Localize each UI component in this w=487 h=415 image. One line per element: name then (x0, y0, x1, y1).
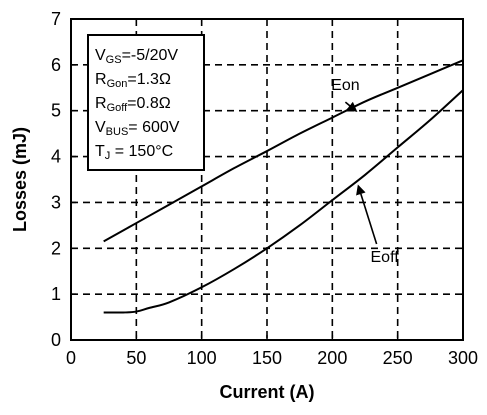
annotation-label-eon: Eon (331, 77, 359, 94)
parameter-symbol: V (95, 119, 106, 136)
y-tick-label: 1 (51, 284, 61, 304)
parameter-symbol: V (95, 47, 106, 64)
x-tick-label: 0 (66, 348, 76, 368)
parameter-line: TJ = 150°C (95, 143, 173, 162)
y-tick-label: 7 (51, 9, 61, 29)
y-tick-label: 6 (51, 55, 61, 75)
parameter-line: VGS=-5/20V (95, 47, 178, 66)
annotation-arrow-eoff (356, 184, 378, 245)
parameter-value: =-5/20V (122, 47, 179, 64)
x-tick-label: 200 (317, 348, 347, 368)
x-tick-label: 150 (252, 348, 282, 368)
annotations: Eon Eoff (331, 77, 399, 266)
parameter-symbol: T (95, 143, 105, 160)
series-layer (103, 59, 464, 314)
parameter-subscript: Gon (107, 78, 128, 90)
y-tick-label: 2 (51, 238, 61, 258)
parameter-line: VBUS= 600V (95, 119, 180, 138)
y-tick-label: 5 (51, 101, 61, 121)
y-axis-label: Losses (mJ) (10, 127, 30, 232)
x-tick-label: 300 (448, 348, 478, 368)
parameter-value: =0.8Ω (127, 95, 171, 112)
series-line-eoff (103, 89, 464, 314)
parameter-subscript: BUS (106, 126, 129, 138)
x-tick-label: 100 (187, 348, 217, 368)
parameter-subscript: J (105, 150, 111, 162)
parameter-symbol: R (95, 95, 107, 112)
parameter-box-frame (87, 34, 205, 171)
x-tick-label: 250 (383, 348, 413, 368)
parameter-value: = 150°C (110, 143, 173, 160)
parameter-value: = 600V (128, 119, 179, 136)
y-tick-label: 3 (51, 192, 61, 212)
parameter-subscript: Goff (107, 102, 129, 114)
parameter-value: =1.3Ω (127, 71, 171, 88)
parameter-symbol: R (95, 71, 107, 88)
annotation-arrow-eon (344, 101, 358, 112)
parameter-line: RGon=1.3Ω (95, 71, 171, 90)
axis-ticks: 0 50 100 150 200 250 300 0 1 2 3 4 5 6 7 (51, 9, 478, 368)
annotation-label-eoff: Eoff (371, 249, 400, 266)
parameter-subscript: GS (106, 54, 122, 66)
x-axis-label: Current (A) (220, 382, 315, 402)
y-tick-label: 0 (51, 330, 61, 350)
parameter-line: RGoff=0.8Ω (95, 95, 171, 114)
x-tick-label: 50 (126, 348, 146, 368)
series-line-eon (103, 59, 464, 243)
y-tick-label: 4 (51, 147, 61, 167)
